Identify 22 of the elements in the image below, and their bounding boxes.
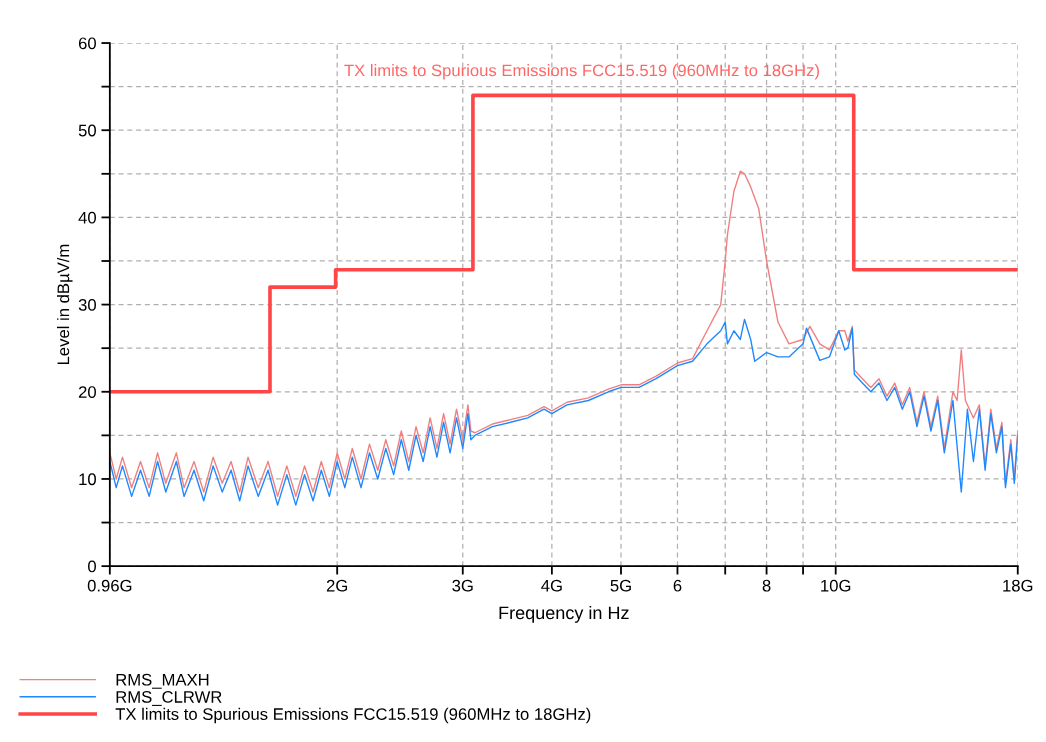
x-tick-label: 10G [821, 579, 851, 592]
y-tick-label: 10 [79, 473, 96, 486]
legend-label: TX limits to Spurious Emissions FCC15.519 (960MHz to 18GHz) [115, 707, 591, 724]
x-tick-label: 8 [762, 579, 771, 592]
legend-label: RMS_MAXH [116, 673, 209, 689]
y-tick-label: 50 [78, 124, 96, 137]
y-tick-label: 20 [78, 386, 96, 398]
x-axis-title: Frequency in Hz [499, 605, 629, 623]
y-tick-label: 0 [88, 560, 96, 573]
x-tick-label: 5G [610, 579, 631, 592]
annotation: TX limits to Spurious Emissions FCC15.519 (960MHz to 18GHz) [344, 64, 819, 80]
x-tick-label: 3G [452, 579, 473, 592]
y-axis-title: Level in dBµV/m [57, 244, 73, 365]
x-tick-label: 2G [326, 579, 348, 592]
y-tick-label: 60 [78, 37, 96, 50]
x-tick-label: 18G [1003, 579, 1033, 592]
legend-label: RMS_CLRWR [116, 690, 222, 706]
x-tick-label: 0.96G [87, 579, 132, 592]
x-tick-label: 4G [541, 579, 562, 592]
x-tick-label: 6 [673, 579, 682, 592]
y-tick-label: 40 [78, 211, 96, 224]
y-tick-label: 30 [78, 298, 96, 311]
